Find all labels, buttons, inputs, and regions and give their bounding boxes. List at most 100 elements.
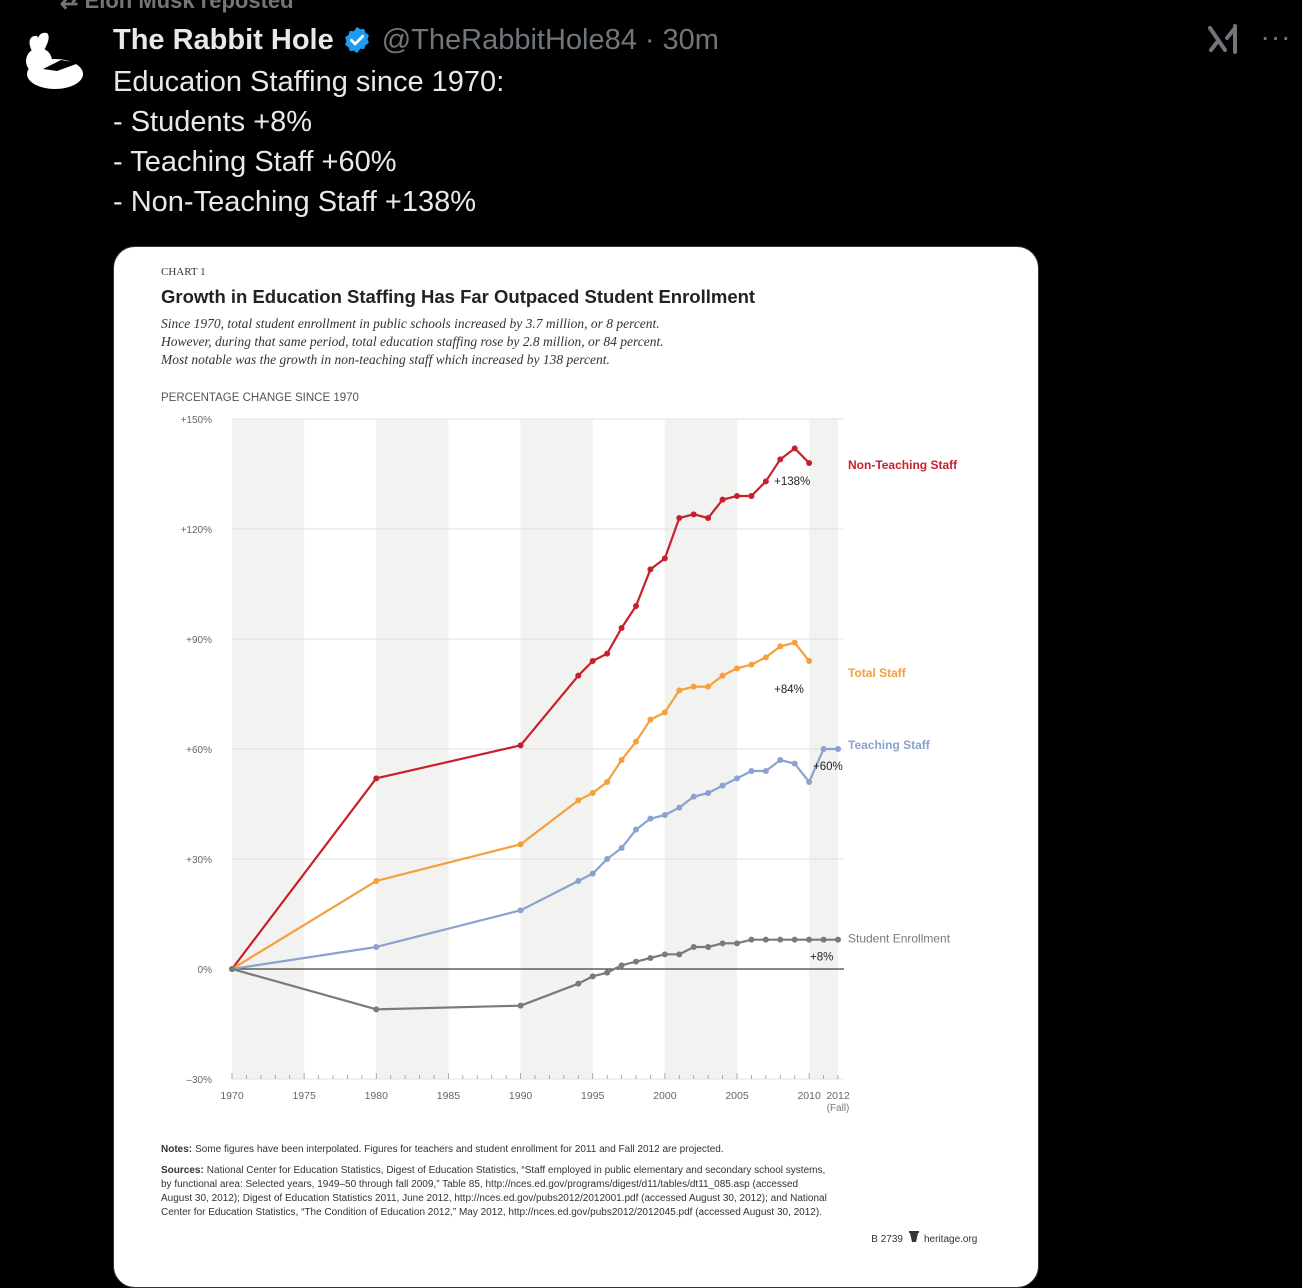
data-point [835, 746, 841, 752]
y-tick-label: –30% [186, 1075, 212, 1086]
data-point [517, 907, 524, 914]
plot-area: +150% +120% +90% +60% +30% 0% –30% 1970 1975 1980… [181, 415, 959, 1114]
data-point [748, 936, 755, 943]
heritage-bell-icon [909, 1231, 919, 1242]
notes-text: Some figures have been interpolated. Fig… [195, 1144, 723, 1155]
data-point [734, 493, 740, 499]
data-point [575, 980, 582, 987]
data-point [777, 456, 784, 463]
data-point [517, 841, 524, 848]
data-point [719, 672, 726, 679]
data-point [373, 878, 380, 884]
tweet-media-image[interactable]: CHART 1 Growth in Education Staffing Has… [113, 246, 1039, 1288]
chart-title: Growth in Education Staffing Has Far Out… [161, 286, 755, 307]
data-point [604, 856, 611, 862]
grok-button[interactable] [1205, 20, 1243, 58]
data-point [791, 445, 798, 452]
x-tick-label: 1985 [437, 1090, 461, 1102]
data-point [690, 793, 697, 800]
timestamp[interactable]: 30m [662, 23, 719, 56]
data-point [633, 958, 639, 965]
data-point [589, 870, 596, 877]
notes-label: Notes: [161, 1144, 192, 1155]
data-point [777, 757, 784, 763]
tweet-line: - Non-Teaching Staff +138% [113, 186, 476, 218]
series-name-label: Non-Teaching Staff [848, 458, 958, 472]
data-point [820, 746, 827, 752]
data-point [647, 955, 654, 961]
display-name[interactable]: The Rabbit Hole [113, 23, 334, 56]
avatar[interactable] [17, 19, 95, 97]
x-tick-label: 1990 [509, 1090, 533, 1102]
data-point [705, 790, 712, 796]
series-name-label: Teaching Staff [848, 738, 931, 752]
data-point [762, 936, 769, 943]
data-point [705, 683, 712, 690]
repost-banner[interactable]: ⇄ Elon Musk reposted [60, 0, 294, 13]
data-point [762, 478, 769, 485]
series-line [231, 447, 810, 970]
data-point [373, 1006, 380, 1013]
data-point [734, 940, 740, 947]
chart-subtitle-line: Most notable was the growth in non-teach… [160, 352, 610, 367]
y-tick-label: +30% [186, 855, 212, 866]
handle[interactable]: @TheRabbitHole84 [381, 23, 637, 56]
data-point [690, 683, 697, 690]
x-tick-sublabel: (Fall) [827, 1103, 850, 1114]
data-point [690, 944, 697, 950]
data-point [575, 672, 582, 679]
data-point [589, 973, 596, 980]
y-tick-label: +120% [181, 525, 213, 536]
series-line [231, 747, 838, 971]
data-point [373, 775, 380, 782]
chart-subtitle-line: Since 1970, total student enrollment in … [161, 316, 660, 331]
x-tick-label: 1975 [292, 1090, 316, 1102]
chart: CHART 1 Growth in Education Staffing Has… [160, 266, 977, 1245]
series-name-label: Total Staff [848, 666, 907, 680]
data-point [618, 757, 625, 763]
data-point [806, 460, 813, 466]
data-point [806, 779, 813, 785]
series-name-label: Student Enrollment [848, 932, 951, 946]
data-point [762, 654, 769, 661]
data-point [690, 511, 697, 518]
data-point [719, 782, 726, 789]
x-tick-label: 1970 [220, 1090, 244, 1102]
data-point [633, 603, 639, 609]
data-point [806, 936, 813, 943]
tweet-line: Education Staffing since 1970: [113, 66, 505, 98]
rabbit-icon [26, 32, 83, 89]
sources-line: Center for Education Statistics, “The Co… [161, 1207, 822, 1218]
data-point [762, 768, 769, 774]
data-point [229, 966, 235, 972]
chart-subtitle-line: However, during that same period, total … [160, 334, 664, 349]
tweet-text: Education Staffing since 1970: - Student… [113, 62, 504, 222]
chart-number: CHART 1 [161, 266, 206, 278]
more-icon[interactable]: ··· [1260, 21, 1292, 52]
data-point [575, 878, 582, 884]
data-point [373, 944, 380, 950]
data-point [676, 515, 683, 521]
data-point [618, 962, 625, 969]
sources-line: by functional area: Selected years, 1949… [161, 1179, 798, 1190]
data-point [633, 826, 639, 833]
data-point [633, 738, 639, 745]
data-point [661, 951, 668, 958]
data-point [618, 625, 625, 631]
series-line [231, 938, 838, 1011]
data-point [777, 643, 784, 650]
data-point [835, 936, 841, 943]
data-point [647, 815, 654, 822]
data-point [820, 936, 827, 943]
separator: · [644, 23, 655, 56]
grok-icon [1208, 24, 1237, 54]
data-point [647, 716, 654, 723]
data-point [748, 768, 755, 774]
y-tick-label: +150% [181, 415, 213, 426]
x-tick-label: 2012 [826, 1090, 850, 1102]
repost-icon: ⇄ [60, 0, 85, 13]
tweet-line: - Teaching Staff +60% [113, 146, 397, 178]
data-point [806, 658, 813, 664]
x-tick-label: 2010 [797, 1090, 821, 1102]
data-point [676, 687, 683, 694]
